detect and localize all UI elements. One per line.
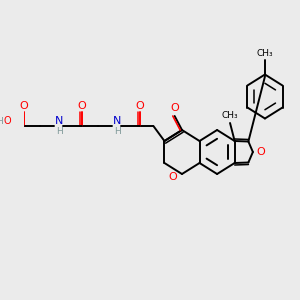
Text: O: O — [3, 116, 11, 126]
Text: O: O — [169, 172, 178, 182]
Text: O: O — [135, 101, 144, 111]
Text: H: H — [0, 116, 3, 125]
Text: CH₃: CH₃ — [256, 49, 273, 58]
Text: O: O — [77, 101, 86, 111]
Text: N: N — [55, 116, 64, 126]
Text: O: O — [170, 103, 179, 113]
Text: H: H — [114, 127, 121, 136]
Text: H: H — [56, 127, 63, 136]
Text: O: O — [19, 101, 28, 111]
Text: O: O — [257, 147, 266, 157]
Text: CH₃: CH₃ — [222, 112, 238, 121]
Text: N: N — [113, 116, 122, 126]
